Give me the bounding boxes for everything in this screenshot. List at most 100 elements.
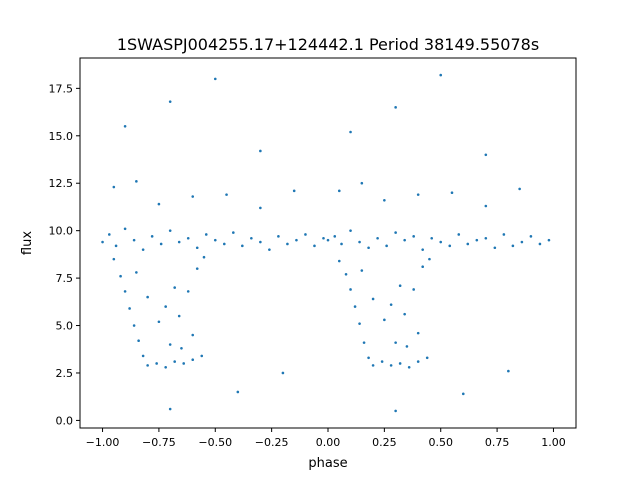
data-point (259, 206, 262, 210)
data-point (507, 369, 510, 373)
data-point (344, 273, 348, 276)
y-axis-label: flux (20, 231, 35, 255)
data-point (157, 202, 161, 206)
data-point (416, 193, 420, 196)
data-point (394, 409, 397, 413)
data-point (466, 242, 470, 246)
data-point (168, 407, 172, 411)
data-point (225, 193, 228, 196)
data-point (180, 347, 183, 350)
data-point (119, 274, 122, 278)
y-tick-label: 10.0 (49, 225, 74, 238)
data-point (484, 153, 488, 157)
data-point (337, 259, 341, 263)
data-point (177, 240, 181, 244)
data-points (101, 73, 551, 413)
data-point (421, 265, 424, 269)
data-point (360, 181, 364, 185)
data-point (358, 240, 361, 244)
data-point (349, 229, 352, 232)
x-tick-label: 0.75 (485, 436, 510, 449)
data-point (202, 255, 206, 259)
data-point (367, 356, 370, 360)
data-point (186, 290, 190, 293)
data-point (213, 77, 217, 81)
plot-frame (79, 57, 577, 429)
data-point (128, 307, 131, 310)
data-point (292, 189, 296, 193)
x-tick-label: 1.00 (541, 436, 566, 449)
data-point (177, 314, 181, 318)
data-point (383, 318, 386, 322)
data-point (135, 271, 138, 274)
data-point (173, 286, 176, 289)
x-tick-label: −0.75 (142, 436, 176, 449)
data-point (394, 341, 397, 344)
data-point (101, 240, 104, 244)
x-axis-label: phase (308, 456, 347, 471)
data-point (155, 362, 158, 365)
data-point (322, 236, 325, 240)
data-point (337, 189, 341, 193)
data-point (511, 244, 515, 248)
data-point (204, 233, 208, 236)
data-point (333, 235, 337, 238)
data-point (394, 231, 397, 234)
data-point (222, 242, 226, 246)
data-point (164, 305, 167, 308)
data-point (286, 242, 289, 246)
x-tick-label: 0.25 (372, 436, 397, 449)
data-point (259, 240, 262, 244)
data-point (398, 362, 402, 365)
data-point (439, 240, 443, 244)
data-point (259, 149, 262, 153)
y-tick-label: 15.0 (49, 130, 74, 143)
data-point (407, 365, 411, 369)
data-point (141, 248, 145, 251)
data-point (349, 288, 352, 291)
x-tick-label: 0.50 (428, 436, 453, 449)
data-point (547, 238, 551, 242)
data-point (150, 235, 154, 238)
data-point (157, 320, 161, 324)
data-point (353, 305, 357, 308)
data-point (159, 242, 163, 246)
data-point (123, 227, 127, 231)
data-point (132, 324, 136, 327)
data-point (484, 236, 488, 240)
data-point (137, 339, 140, 343)
data-point (389, 303, 393, 306)
data-point (340, 242, 343, 246)
data-point (371, 297, 375, 301)
data-point (108, 233, 111, 236)
data-point (173, 360, 176, 363)
y-tick-label: 0.0 (56, 414, 74, 427)
data-point (358, 322, 361, 325)
data-point (412, 235, 415, 238)
data-point (380, 360, 384, 363)
data-point (195, 246, 199, 250)
data-point (135, 180, 138, 183)
data-point (232, 231, 235, 234)
data-point (367, 246, 370, 250)
data-point (389, 364, 393, 367)
data-point (349, 130, 352, 134)
data-point (168, 100, 172, 103)
data-point (383, 199, 386, 202)
data-point (493, 246, 497, 250)
data-point (191, 195, 195, 198)
data-point (529, 235, 533, 238)
data-point (236, 390, 240, 394)
data-point (385, 244, 388, 248)
x-tick-label: −0.50 (198, 436, 232, 449)
x-tick-label: −1.00 (86, 436, 120, 449)
data-point (123, 125, 127, 128)
y-tick-label: 12.5 (49, 177, 74, 190)
data-point (412, 288, 415, 291)
data-point (132, 238, 136, 242)
data-point (394, 106, 397, 109)
data-point (191, 333, 195, 337)
data-point (450, 191, 454, 195)
data-point (268, 248, 271, 251)
